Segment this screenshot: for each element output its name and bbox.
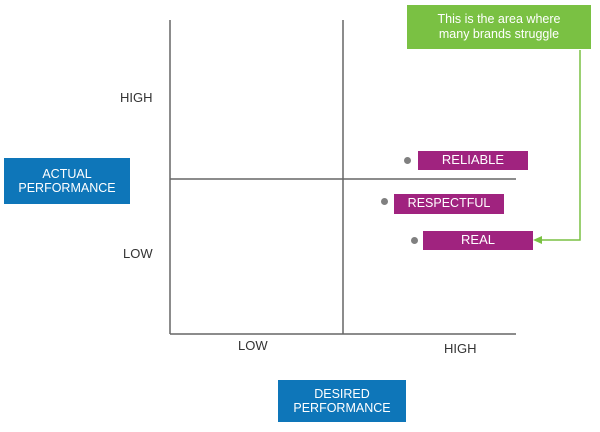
x-tick-high: HIGH [444,341,477,356]
y-tick-low: LOW [123,246,153,261]
respectful-tag: RESPECTFUL [394,194,504,214]
respectful-marker [381,198,388,205]
x-axis-title-line1: DESIRED [314,387,370,401]
reliable-marker [404,157,411,164]
y-axis-title-line2: PERFORMANCE [18,181,116,195]
callout-connector [538,50,581,241]
callout-box: This is the area where many brands strug… [407,5,591,49]
callout-arrowhead [533,236,542,244]
reliable-tag: RELIABLE [418,151,528,170]
y-tick-high: HIGH [120,90,153,105]
real-tag: REAL [423,231,533,250]
callout-line2: many brands struggle [438,27,560,41]
x-tick-low: LOW [238,338,268,353]
real-marker [411,237,418,244]
x-axis-title-line2: PERFORMANCE [293,401,391,415]
callout-line1: This is the area where [437,12,561,26]
y-axis-title-line1: ACTUAL [42,167,92,181]
y-axis-title: ACTUAL PERFORMANCE [4,158,130,204]
x-axis-title: DESIRED PERFORMANCE [278,380,406,422]
